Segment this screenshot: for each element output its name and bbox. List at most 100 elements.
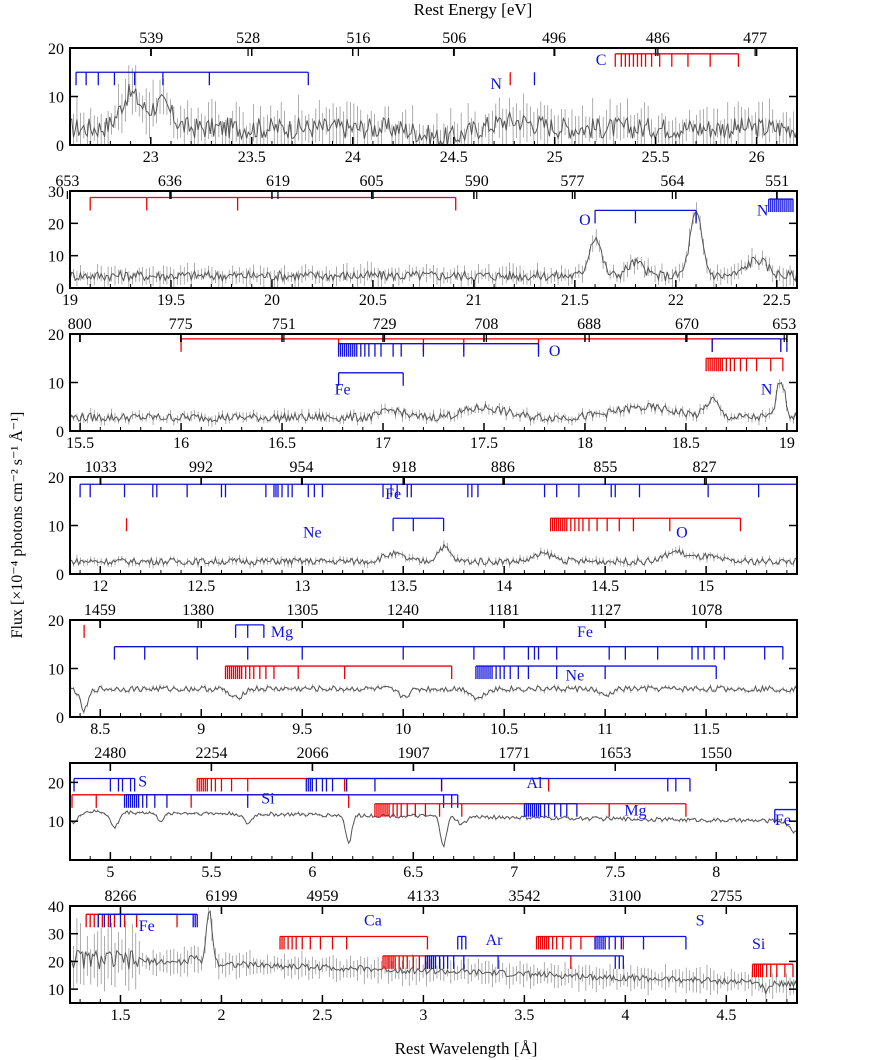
x-tick-label: 4 (621, 1007, 629, 1024)
x-tick-label: 17 (375, 435, 391, 452)
y-tick-label: 20 (48, 954, 64, 971)
top-tick-label: 2480 (94, 745, 126, 762)
spectrum-line (70, 910, 797, 996)
y-tick-label: 20 (48, 327, 64, 344)
x-tick-label: 14 (496, 578, 512, 595)
top-tick-label: 2254 (195, 745, 227, 762)
top-tick-label: 3100 (609, 888, 641, 905)
top-tick-label: 775 (169, 316, 193, 333)
x-tick-label: 11 (597, 721, 612, 738)
top-tick-label: 954 (289, 459, 313, 476)
y-tick-label: 10 (48, 376, 64, 393)
line-ids-4 (79, 483, 797, 532)
y-tick-label: 20 (48, 613, 64, 630)
top-tick-label: 1459 (84, 602, 116, 619)
x-tick-label: 4.5 (716, 1007, 736, 1024)
spectrum-3 (70, 379, 797, 428)
y-tick-label: 0 (56, 138, 64, 155)
x-tick-label: 16 (173, 435, 189, 452)
ion-label-o: O (676, 525, 688, 542)
x-tick-label: 20.5 (359, 292, 387, 309)
top-tick-label: 8266 (104, 888, 136, 905)
y-tick-label: 30 (48, 927, 64, 944)
bottom-axis-title: Rest Wavelength [Å] (395, 1039, 538, 1058)
top-tick-label: 800 (68, 316, 92, 333)
y-tick-label: 20 (48, 470, 64, 487)
x-tick-label: 9 (197, 721, 205, 738)
ion-label-ne: Ne (303, 525, 322, 542)
panel-7: Fe Ca Ar S Si 1.5 2 2.5 3 3.5 4 4.5 8266 6199 4959 4133… (48, 888, 798, 1024)
y-tick-label: 40 (48, 899, 64, 916)
x-tick-label: 18 (577, 435, 593, 452)
spectrum-line (70, 542, 797, 567)
ion-label-ne: Ne (566, 668, 585, 685)
spectrum-4 (70, 540, 797, 569)
top-tick-label: 551 (765, 173, 789, 190)
panel-frame (69, 619, 798, 718)
x-tick-label: 13 (294, 578, 310, 595)
ion-label-n: N (757, 202, 769, 219)
x-tick-label: 15 (698, 578, 714, 595)
top-tick-label: 1127 (590, 602, 621, 619)
line-ids-1 (75, 53, 740, 86)
ion-label-fe: Fe (775, 812, 791, 829)
spectrum-line (70, 684, 797, 714)
x-tick-label: 10.5 (490, 721, 518, 738)
spectrum-line (70, 809, 797, 848)
panel-6: S Si Al Mg Fe 5 5.5 6 6.5 7 7.5 8 2480 2254 2066 1907 17… (48, 745, 798, 881)
top-tick-label: 619 (266, 173, 290, 190)
top-tick-label: 590 (465, 173, 489, 190)
top-tick-label: 918 (392, 459, 416, 476)
top-tick-label: 708 (474, 316, 498, 333)
top-tick-label: 605 (360, 173, 384, 190)
ion-label-s: S (138, 773, 147, 790)
ion-label-n: N (761, 382, 773, 399)
x-tick-label: 21.5 (561, 292, 589, 309)
spectrum-2 (70, 202, 797, 288)
x-tick-label: 6.5 (403, 864, 423, 881)
x-tick-label: 7 (510, 864, 518, 881)
ion-label-mg: Mg (271, 624, 293, 641)
panel-3: Fe O N 15.5 16 16.5 17 17.5 18 18.5 19 800 775 751 729… (48, 316, 798, 452)
x-tick-label: 23.5 (238, 149, 266, 166)
top-tick-label: 653 (772, 316, 796, 333)
x-tick-label: 2.5 (312, 1007, 332, 1024)
top-tick-label: 564 (660, 173, 684, 190)
top-tick-label: 1078 (690, 602, 722, 619)
x-tick-label: 20 (264, 292, 280, 309)
top-tick-label: 1771 (498, 745, 530, 762)
ion-label-o: O (579, 212, 591, 229)
top-tick-label: 577 (560, 173, 584, 190)
x-tick-label: 7.5 (605, 864, 625, 881)
top-tick-label: 486 (646, 30, 670, 47)
y-tick-label: 30 (48, 184, 64, 201)
x-tick-label: 22.5 (763, 292, 791, 309)
top-tick-label: 4133 (407, 888, 439, 905)
y-tick-label: 0 (56, 281, 64, 298)
ion-label-ar: Ar (486, 932, 504, 949)
y-tick-label: 0 (56, 424, 64, 441)
spectrum-line (70, 381, 797, 424)
x-tick-label: 8 (712, 864, 720, 881)
x-tick-label: 22 (668, 292, 684, 309)
top-tick-label: 827 (693, 459, 717, 476)
top-tick-label: 992 (189, 459, 213, 476)
ion-label-fe: Fe (335, 382, 351, 399)
x-tick-label: 12 (92, 578, 108, 595)
top-tick-label: 670 (675, 316, 699, 333)
line-ids-2 (89, 196, 794, 224)
y-tick-label: 0 (56, 567, 64, 584)
ion-label-s: S (696, 912, 705, 929)
ion-label-si: Si (752, 936, 766, 953)
panel-frame (69, 905, 798, 1004)
y-tick-label: 10 (48, 662, 64, 679)
x-tick-label: 19.5 (157, 292, 185, 309)
x-tick-label: 14.5 (591, 578, 619, 595)
line-ids-6 (71, 777, 797, 823)
y-tick-label: 0 (56, 710, 64, 727)
ion-label-c: C (596, 52, 607, 69)
panel-1: C N 23 23.5 24 24.5 25 25.5 26 539 528 516 506 496 486… (48, 30, 798, 166)
ion-label-al: Al (526, 775, 543, 792)
top-tick-label: 1240 (387, 602, 419, 619)
